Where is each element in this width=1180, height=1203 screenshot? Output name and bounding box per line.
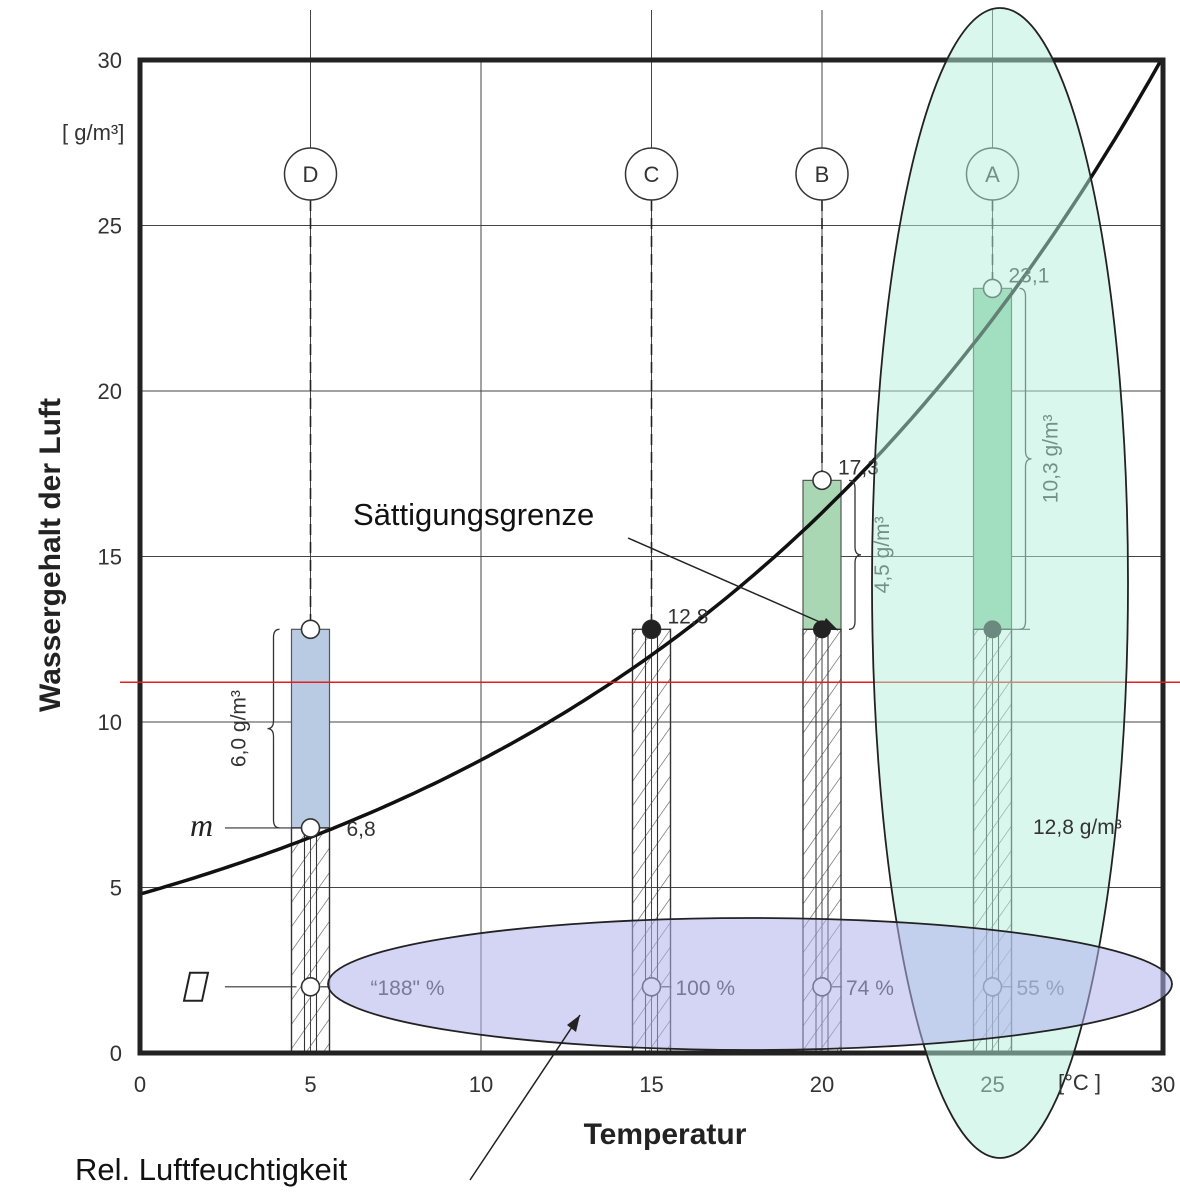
highlight-ellipse-25c	[871, 7, 1129, 1159]
saturation-value-label: 12,8	[668, 605, 709, 628]
water-column-d	[290, 827, 331, 1054]
difference-bar-d	[290, 628, 331, 829]
x-tick-label: 5	[304, 1072, 316, 1097]
y-axis-title: Wassergehalt der Luft	[34, 398, 67, 712]
column-letter-circle	[283, 147, 338, 201]
phi-symbol	[182, 971, 210, 1002]
x-axis-title: Temperatur	[584, 1118, 747, 1151]
saturation-point	[812, 470, 832, 491]
x-tick-label: 20	[810, 1072, 834, 1097]
saturation-arrowhead	[820, 618, 838, 630]
plot-frame	[137, 57, 1166, 1056]
saturation-value-label: 17,3	[838, 456, 879, 479]
y-tick-label: 25	[98, 214, 122, 239]
difference-brace	[267, 628, 280, 829]
column-letter: B	[815, 162, 830, 187]
y-unit-label: [ g/m³]	[62, 120, 124, 145]
humidity-arrow	[469, 1014, 581, 1181]
x-tick-label: 0	[134, 1072, 146, 1097]
x-tick-label: 30	[1151, 1072, 1175, 1097]
y-tick-label: 0	[110, 1041, 122, 1066]
humidity-point	[300, 976, 321, 997]
plot-border	[137, 57, 1166, 1056]
difference-bar-b	[802, 479, 842, 630]
x-tick-label: 15	[639, 1072, 663, 1097]
m-label: m	[190, 807, 213, 843]
y-tick-label: 10	[98, 710, 122, 735]
humidity-annotation: Rel. Luftfeuchtigkeit	[75, 1152, 348, 1187]
dew-point	[300, 818, 321, 838]
column-letter-circle	[795, 147, 849, 201]
water-content-point	[642, 620, 661, 639]
column-letter: D	[303, 162, 319, 187]
humidity-arrowhead	[567, 1015, 580, 1032]
highlight-overlays	[120, 7, 1180, 1181]
saturation-point	[300, 619, 321, 640]
saturation-arrow	[627, 537, 839, 631]
dew-value-label: 6,8	[347, 818, 376, 841]
highlight-ellipse-humidity	[327, 917, 1173, 1051]
difference-brace	[848, 479, 862, 630]
y-tick-label: 30	[98, 48, 122, 73]
y-tick-label: 20	[98, 379, 122, 404]
y-tick-label: 5	[110, 876, 122, 901]
column-letter: C	[644, 162, 660, 187]
water-content-label: 12,8 g/m³	[1033, 816, 1122, 839]
saturation-annotation: Sättigungsgrenze	[353, 497, 594, 532]
difference-value-label: 6,0 g/m³	[228, 690, 251, 767]
y-tick-label: 15	[98, 545, 122, 570]
column-letter-circle	[624, 147, 679, 201]
x-tick-label: 10	[469, 1072, 493, 1097]
x-unit-label: [°C ]	[1058, 1070, 1101, 1095]
